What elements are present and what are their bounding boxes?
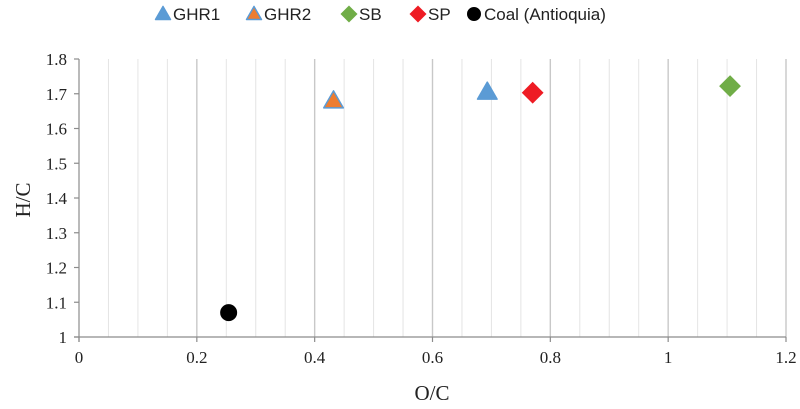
legend-marker-sp bbox=[409, 5, 427, 23]
x-tick-label: 0.8 bbox=[540, 348, 561, 367]
point-ghr2 bbox=[322, 90, 345, 109]
legend-marker-ghr1 bbox=[154, 5, 172, 21]
point-ghr1 bbox=[476, 81, 498, 100]
y-tick-label: 1.6 bbox=[46, 120, 67, 139]
x-axis-label: O/C bbox=[414, 381, 449, 405]
point-sb bbox=[719, 75, 741, 98]
y-tick-label: 1.8 bbox=[46, 50, 67, 69]
major-gridlines bbox=[196, 59, 787, 337]
x-tick-label: 0 bbox=[75, 348, 84, 367]
legend-label-coal-antioquia: Coal (Antioquia) bbox=[484, 5, 606, 24]
y-tick-label: 1.5 bbox=[46, 154, 67, 173]
y-tick-label: 1.3 bbox=[46, 224, 67, 243]
axes bbox=[74, 58, 787, 342]
legend-label-sb: SB bbox=[359, 5, 382, 24]
y-tick-labels: 1 1.1 1.2 1.3 1.4 1.5 1.6 1.7 1.8 bbox=[46, 50, 68, 347]
legend-label-sp: SP bbox=[428, 5, 451, 24]
y-axis-label: H/C bbox=[11, 182, 35, 217]
legend-label-ghr1: GHR1 bbox=[173, 5, 220, 24]
minor-gridlines bbox=[107, 59, 758, 337]
legend-label-ghr2: GHR2 bbox=[264, 5, 311, 24]
point-sp bbox=[521, 81, 544, 104]
point-coal-antioquia bbox=[220, 304, 238, 322]
legend: GHR1 GHR2 SB SP Coal (Antioquia) bbox=[154, 5, 606, 24]
legend-marker-ghr2 bbox=[245, 5, 263, 21]
x-tick-label: 0.2 bbox=[186, 348, 207, 367]
x-tick-label: 0.6 bbox=[422, 348, 443, 367]
y-tick-label: 1.7 bbox=[46, 85, 68, 104]
legend-marker-sb bbox=[340, 5, 358, 23]
y-tick-label: 1.1 bbox=[46, 293, 67, 312]
x-tick-label: 1.2 bbox=[775, 348, 796, 367]
x-tick-label: 0.4 bbox=[304, 348, 326, 367]
legend-marker-coal-antioquia bbox=[467, 7, 481, 21]
data-points bbox=[220, 75, 741, 322]
y-tick-label: 1 bbox=[59, 328, 68, 347]
y-tick-label: 1.4 bbox=[46, 189, 68, 208]
x-tick-labels: 0 0.2 0.4 0.6 0.8 1 1.2 bbox=[75, 348, 797, 367]
y-tick-label: 1.2 bbox=[46, 259, 67, 278]
x-tick-label: 1 bbox=[664, 348, 673, 367]
